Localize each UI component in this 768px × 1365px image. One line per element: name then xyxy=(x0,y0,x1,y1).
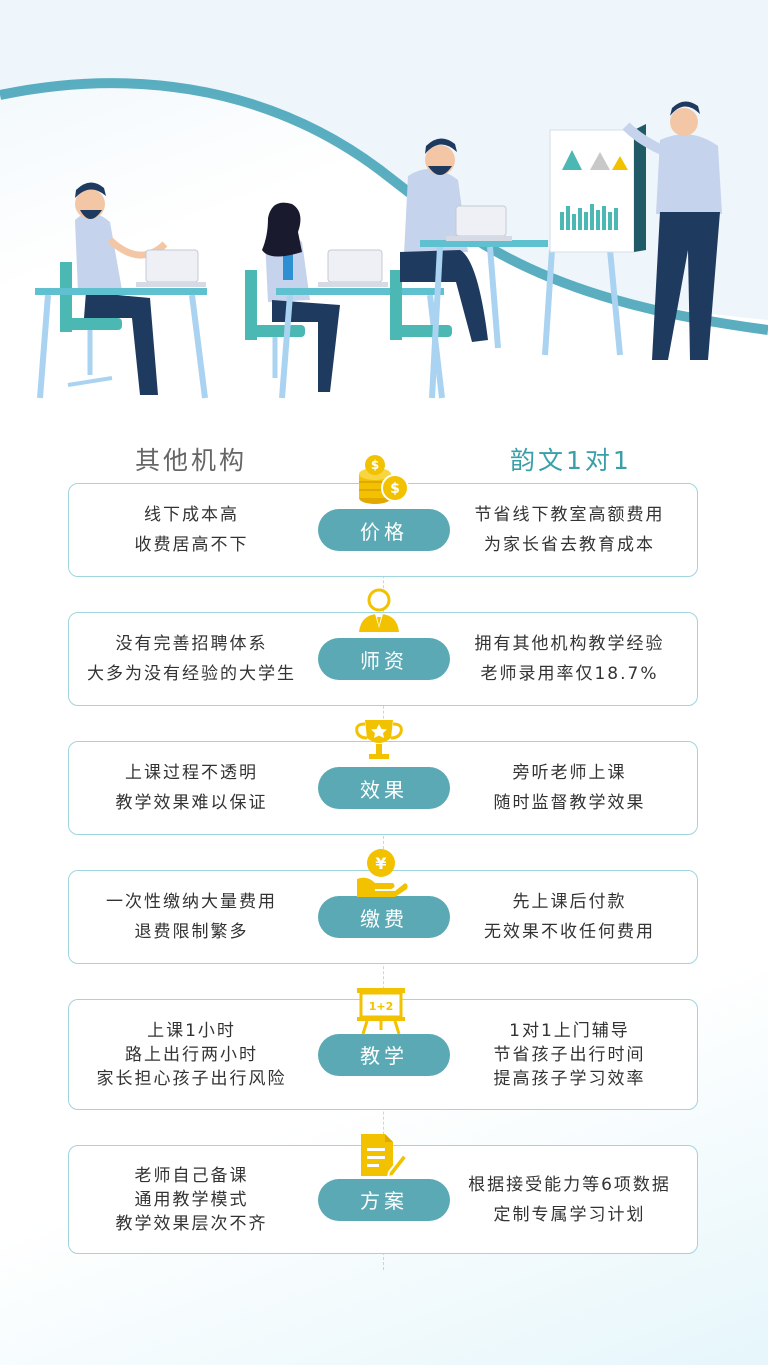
competitor-points: 一次性缴纳大量费用 退费限制繁多 xyxy=(69,871,314,963)
brand-header: 韵文1对1 xyxy=(510,446,632,475)
competitor-point: 退费限制繁多 xyxy=(134,922,249,942)
brand-point: 无效果不收任何费用 xyxy=(484,922,655,942)
comparison-card-price: 线下成本高 收费居高不下 价格 节省线下教室高额费用 为家长省去教育成本 xyxy=(68,483,698,577)
brand-point: 提高孩子学习效率 xyxy=(493,1068,646,1089)
competitor-point: 老师自己备课 xyxy=(134,1165,249,1186)
brand-point: 根据接受能力等6项数据 xyxy=(468,1174,671,1195)
brand-points: 旁听老师上课 随时监督教学效果 xyxy=(442,742,697,834)
category-pill: 方案 xyxy=(318,1178,450,1221)
competitor-point: 没有完善招聘体系 xyxy=(115,634,268,654)
coins-icon: $ $ xyxy=(359,455,409,504)
person-man-1 xyxy=(35,182,208,399)
brand-point: 拥有其他机构教学经验 xyxy=(474,634,665,654)
competitor-point: 上课过程不透明 xyxy=(125,763,258,783)
svg-text:$: $ xyxy=(390,481,400,497)
svg-text:$: $ xyxy=(371,458,379,472)
document-pen-icon xyxy=(361,1134,409,1179)
person-presenter xyxy=(622,101,722,360)
brand-point: 节省线下教室高额费用 xyxy=(474,505,665,525)
yen-hand-icon: ¥ xyxy=(357,849,408,897)
brand-points: 1对1上门辅导 节省孩子出行时间 提高孩子学习效率 xyxy=(442,1000,697,1109)
category-pill: 价格 xyxy=(318,509,450,551)
brand-point: 随时监督教学效果 xyxy=(493,793,646,813)
brand-point: 老师录用率仅18.7% xyxy=(480,664,659,684)
competitor-points: 线下成本高 收费居高不下 xyxy=(69,484,314,576)
competitor-point: 路上出行两小时 xyxy=(125,1044,258,1065)
competitor-points: 没有完善招聘体系 大多为没有经验的大学生 xyxy=(69,613,314,705)
competitor-point: 大多为没有经验的大学生 xyxy=(87,664,296,684)
svg-text:¥: ¥ xyxy=(375,854,386,873)
category-pill: 缴费 xyxy=(318,896,450,938)
competitor-points: 上课1小时 路上出行两小时 家长担心孩子出行风险 xyxy=(69,1000,314,1109)
category-pill: 效果 xyxy=(318,767,450,809)
brand-point: 定制专属学习计划 xyxy=(493,1204,646,1225)
wave-line xyxy=(0,78,768,335)
teacher-icon xyxy=(359,588,399,632)
competitor-point: 上课1小时 xyxy=(147,1020,236,1041)
brand-point: 节省孩子出行时间 xyxy=(493,1044,646,1065)
competitor-point: 家长担心孩子出行风险 xyxy=(96,1068,287,1089)
brand-points: 节省线下教室高额费用 为家长省去教育成本 xyxy=(442,484,697,576)
trophy-icon xyxy=(355,720,403,759)
person-man-2 xyxy=(390,138,548,399)
brand-point: 旁听老师上课 xyxy=(512,763,627,783)
competitor-points: 老师自己备课 通用教学模式 教学效果层次不齐 xyxy=(69,1146,314,1253)
competitor-point: 收费居高不下 xyxy=(134,535,249,555)
presentation-board xyxy=(542,124,646,356)
competitor-point: 教学效果难以保证 xyxy=(115,793,268,813)
category-pill: 师资 xyxy=(318,638,450,680)
board-text: 1+2 xyxy=(369,1000,394,1013)
person-woman xyxy=(245,202,445,399)
competitor-points: 上课过程不透明 教学效果难以保证 xyxy=(69,742,314,834)
brand-point: 为家长省去教育成本 xyxy=(484,535,655,555)
brand-point: 1对1上门辅导 xyxy=(509,1020,630,1041)
brand-point: 先上课后付款 xyxy=(512,892,627,912)
competitor-header: 其他机构 xyxy=(135,446,248,475)
competitor-point: 教学效果层次不齐 xyxy=(115,1213,268,1234)
competitor-point: 通用教学模式 xyxy=(134,1189,249,1210)
comparison-card-results: 上课过程不透明 教学效果难以保证 效果 旁听老师上课 随时监督教学效果 xyxy=(68,741,698,835)
competitor-point: 线下成本高 xyxy=(144,505,239,525)
brand-points: 先上课后付款 无效果不收任何费用 xyxy=(442,871,697,963)
brand-points: 根据接受能力等6项数据 定制专属学习计划 xyxy=(442,1146,697,1253)
category-pill: 教学 xyxy=(318,1033,450,1076)
office-illustration xyxy=(0,0,768,399)
competitor-point: 一次性缴纳大量费用 xyxy=(106,892,277,912)
brand-points: 拥有其他机构教学经验 老师录用率仅18.7% xyxy=(442,613,697,705)
blackboard-icon: 1+2 xyxy=(357,988,405,1035)
